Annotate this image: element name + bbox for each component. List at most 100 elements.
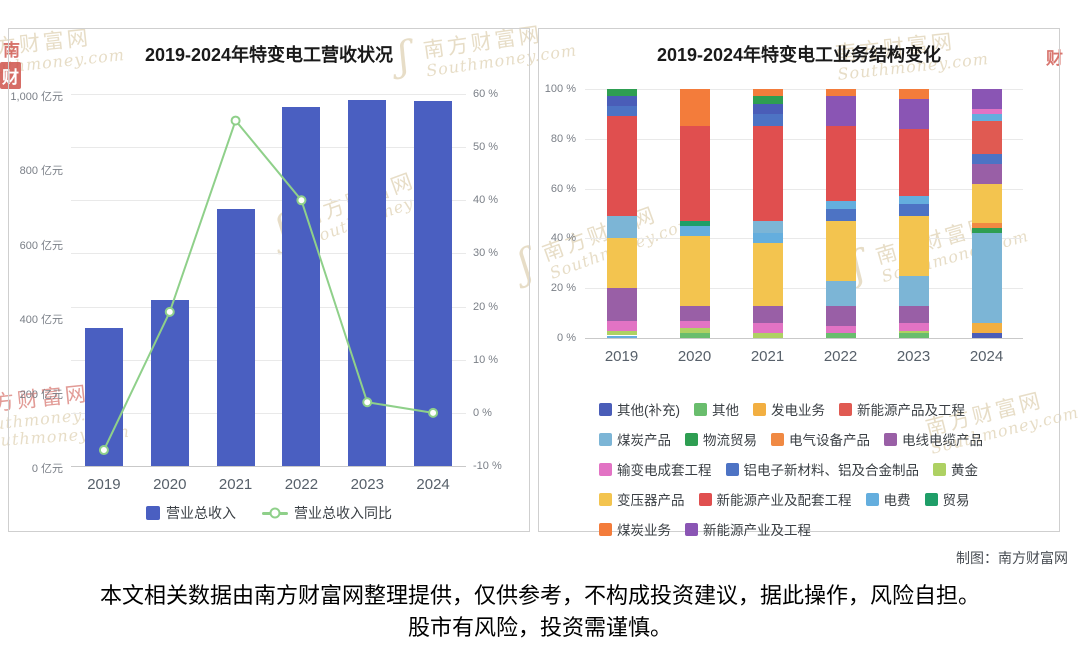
revenue-bar xyxy=(414,101,453,466)
legend-item: 煤炭业务 xyxy=(599,519,671,539)
stack-segment xyxy=(971,183,1002,224)
gridline xyxy=(585,188,1023,190)
gridline xyxy=(585,288,1023,290)
revenue-bar xyxy=(282,107,321,466)
stack-segment xyxy=(606,288,637,321)
legend-label: 铝电子新材料、铝及合金制品 xyxy=(743,463,920,478)
yoy-point xyxy=(230,115,241,126)
revenue-bar xyxy=(216,209,255,466)
legend-item: 新能源产业及工程 xyxy=(685,519,811,539)
revenue-chart-title: 2019-2024年特变电工营收状况 xyxy=(144,45,394,65)
stack-segment xyxy=(752,103,783,114)
gridline xyxy=(71,94,466,95)
y-axis-tick: 40 % xyxy=(550,232,576,245)
stack-segment xyxy=(606,106,637,117)
right-axis-tick: 60 % xyxy=(473,88,499,100)
legend-label: 新能源产品及工程 xyxy=(857,403,965,418)
stack-segment xyxy=(679,235,710,306)
legend-swatch xyxy=(725,462,739,476)
legend-swatch xyxy=(599,432,612,446)
legend-swatch xyxy=(599,522,612,536)
legend-label: 煤炭业务 xyxy=(617,523,671,538)
legend-item: 电费 xyxy=(865,489,911,509)
legend-label: 电气设备产品 xyxy=(789,433,870,448)
stack-segment xyxy=(752,305,783,324)
stack-segment xyxy=(825,220,856,281)
legend-item: 煤炭产品 xyxy=(599,429,671,449)
stack-segment xyxy=(898,305,929,324)
legend-swatch xyxy=(884,432,897,446)
stack-segment xyxy=(898,333,929,338)
legend-label: 变压器产品 xyxy=(617,493,685,508)
stack-segment xyxy=(679,225,710,236)
stack-segment xyxy=(606,215,637,239)
legend-item: 电气设备产品 xyxy=(771,429,870,449)
left-axis-tick: 800 亿元 xyxy=(19,165,63,178)
legend-item: 黄金 xyxy=(933,459,978,479)
legend-swatch xyxy=(924,492,938,506)
y-axis-tick: 60 % xyxy=(550,182,576,195)
stack-segment xyxy=(679,328,710,333)
legend-swatch xyxy=(599,492,612,506)
right-axis-tick: 40 % xyxy=(473,194,499,207)
legend-label: 电线电缆产品 xyxy=(902,433,983,448)
legend-label: 黄金 xyxy=(951,463,978,478)
structure-chart-title: 2019-2024年特变电工业务结构变化 xyxy=(656,45,942,65)
y-axis-tick: 100 % xyxy=(544,83,576,95)
legend-swatch-line xyxy=(262,507,288,519)
legend-item: 新能源产品及工程 xyxy=(839,399,965,419)
x-axis-label: 2019 xyxy=(604,348,639,365)
stack-segment xyxy=(825,208,856,221)
gridline xyxy=(585,238,1023,240)
stack-segment xyxy=(606,96,637,107)
stack-segment xyxy=(971,121,1002,154)
stack-segment xyxy=(898,203,929,216)
x-axis-line xyxy=(71,466,466,467)
legend-swatch xyxy=(839,402,852,416)
legend-line-marker xyxy=(269,507,281,519)
left-axis-tick: 600 亿元 xyxy=(19,239,63,252)
stack-segment xyxy=(679,220,710,226)
revenue-bar xyxy=(84,328,123,466)
gridline xyxy=(585,138,1023,140)
legend-swatch xyxy=(599,402,612,416)
right-axis-tick: 20 % xyxy=(473,300,499,313)
left-axis-tick: 1,000 亿元 xyxy=(10,91,63,103)
stack-segment xyxy=(679,320,710,329)
legend-swatch xyxy=(698,492,712,506)
legend-swatch xyxy=(599,462,612,476)
x-axis-label: 2020 xyxy=(153,476,187,493)
x-axis-label: 2022 xyxy=(284,476,319,493)
stack-segment xyxy=(606,238,637,289)
stack-segment xyxy=(825,89,856,97)
legend-label: 贸易 xyxy=(942,493,970,508)
chart-panels: 60 % 50 % 40 % 30 % 20 % 10 % 0 % -10 % 1,000 亿元… xyxy=(8,28,1060,538)
legend-item: 新能源产业及配套工程 xyxy=(698,489,852,509)
x-axis-label: 2024 xyxy=(969,348,1004,365)
legend-item: 输变电成套工程 xyxy=(599,459,712,479)
stack-segment xyxy=(971,163,1002,184)
chart-credit: 制图：南方财富网 xyxy=(956,550,1068,566)
stack-segment xyxy=(898,330,929,333)
legend-item: 物流贸易 xyxy=(685,429,757,449)
structure-chart: 100 % 80 % 60 % 40 % 20 % 0 % 2019 2020 2021 2022… xyxy=(539,29,1059,531)
legend-label: 其他 xyxy=(712,403,739,418)
x-axis-label: 2024 xyxy=(416,476,450,493)
stack-segment xyxy=(606,330,637,336)
stack-segment xyxy=(606,89,637,97)
legend-label: 新能源产业及配套工程 xyxy=(716,493,852,508)
stack-segment xyxy=(752,333,783,338)
chart-panel-revenue: 60 % 50 % 40 % 30 % 20 % 10 % 0 % -10 % 1,000 亿元… xyxy=(8,28,530,532)
legend-item-revenue: 营业总收入 xyxy=(146,503,236,523)
legend-label: 物流贸易 xyxy=(703,433,757,448)
y-axis-tick: 20 % xyxy=(550,282,576,295)
stack-segment xyxy=(752,96,783,104)
right-axis-tick: 10 % xyxy=(473,353,499,366)
legend-swatch xyxy=(694,402,707,416)
legend-label: 其他(补充) xyxy=(617,403,680,418)
stack-segment xyxy=(825,126,856,202)
legend-item: 发电业务 xyxy=(753,399,825,419)
stack-segment xyxy=(971,228,1002,234)
stack-segment xyxy=(825,325,856,334)
